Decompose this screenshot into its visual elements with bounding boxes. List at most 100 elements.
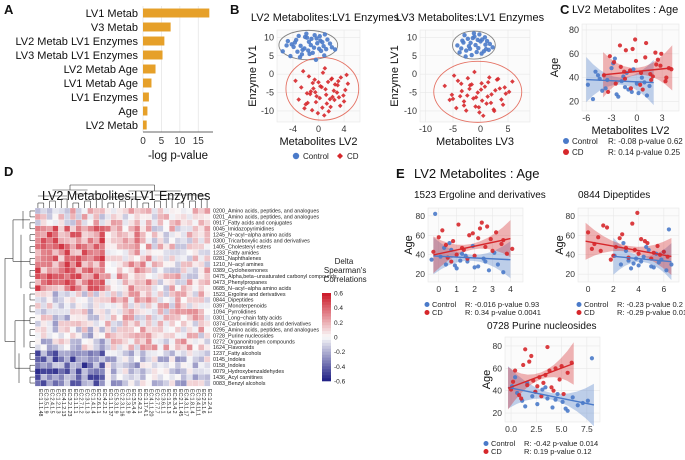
control-point <box>636 91 641 96</box>
heatmap-cell <box>75 320 82 327</box>
heatmap-cell <box>198 279 205 286</box>
colorbar: Delta Spearman's Correlations 0.6 0.4 0.2 0 -… <box>321 257 366 386</box>
cd-point <box>620 232 625 237</box>
heatmap-cell <box>198 213 205 221</box>
heatmap-cell <box>52 296 59 304</box>
heatmap-cell <box>52 255 59 262</box>
heatmap-cell <box>139 243 147 250</box>
heatmap-cell <box>198 237 205 244</box>
heatmap-cell <box>110 320 117 327</box>
heatmap-cell <box>174 350 182 357</box>
heatmap-cell <box>99 225 106 233</box>
heatmap-cell <box>198 296 205 304</box>
heatmap-cell <box>64 356 71 363</box>
y-tick-label: 80 <box>569 25 579 35</box>
heatmap-cell <box>58 273 65 280</box>
heatmap-cell <box>34 338 42 345</box>
heatmap-cell <box>116 296 123 304</box>
heatmap-cell <box>151 285 158 292</box>
colorbar-segment <box>322 325 331 329</box>
chart-title: 0844 Dipeptides <box>578 190 650 201</box>
heatmap-cell <box>110 326 117 333</box>
heatmap-cell <box>128 279 135 286</box>
y-tick-label: 80 <box>416 211 426 221</box>
cd-point <box>457 93 463 99</box>
heatmap-cell <box>198 368 205 375</box>
category-label: V3 Metab <box>91 22 138 34</box>
heatmap-cell <box>34 362 42 369</box>
colorbar-segment <box>322 345 331 350</box>
stat-text: R: -0.016 p-value 0.93 <box>465 300 539 309</box>
heatmap-cell <box>34 320 42 327</box>
control-point <box>618 262 624 267</box>
control-point <box>475 37 480 43</box>
heatmap-cell <box>99 249 106 256</box>
heatmap-cell <box>87 231 94 238</box>
heatmap-cell <box>104 237 112 244</box>
heatmap-cell <box>104 213 112 221</box>
heatmap-cell <box>163 261 170 268</box>
heatmap-cell <box>192 237 199 244</box>
heatmap-cell <box>99 350 106 357</box>
heatmap-cell <box>104 255 112 262</box>
heatmap-cell <box>192 255 199 262</box>
control-point <box>575 403 580 408</box>
cd-point <box>503 91 509 96</box>
heatmap-cell <box>139 368 147 375</box>
heatmap-cell <box>157 237 164 244</box>
heatmap-cell <box>180 356 187 363</box>
heatmap-cell <box>139 267 147 274</box>
heatmap-cell <box>64 362 71 369</box>
legend-control-marker <box>292 152 300 160</box>
cd-point <box>633 37 638 42</box>
heatmap-cell <box>58 261 65 268</box>
heatmap-cell <box>75 308 82 316</box>
cd-point <box>300 68 306 74</box>
heatmap-cell <box>198 362 205 369</box>
heatmap-cell <box>139 279 147 286</box>
heatmap-cell <box>145 332 152 339</box>
legend-control-label: Control <box>432 300 457 309</box>
heatmap-cell <box>151 219 158 227</box>
heatmap-cell <box>151 308 158 316</box>
heatmap-cell <box>145 249 152 256</box>
y-tick-label: 60 <box>566 230 576 240</box>
control-point <box>285 38 291 44</box>
heatmap-cell <box>81 350 88 357</box>
heatmap-cell <box>93 279 100 286</box>
y-tick-label: 60 <box>493 363 503 373</box>
heatmap-cell <box>69 213 77 221</box>
cd-point <box>565 370 570 375</box>
heatmap-cell <box>40 356 47 363</box>
heatmap-cell <box>116 207 123 215</box>
colorbar-segment <box>322 301 331 306</box>
heatmap-cell <box>93 379 100 387</box>
heatmap-cell <box>174 219 182 227</box>
row-label: 0728_Purine nucleosides <box>213 333 274 339</box>
cd-point <box>643 55 648 60</box>
heatmap-cell <box>110 279 117 286</box>
heatmap-cell <box>69 237 77 244</box>
heatmap-cell <box>69 362 77 369</box>
heatmap-cell <box>122 302 129 310</box>
colorbar-segment <box>322 316 331 320</box>
heatmap-cell <box>40 314 47 322</box>
heatmap-cell <box>93 249 100 256</box>
control-point <box>459 251 465 256</box>
heatmap-cell <box>40 219 47 227</box>
heatmap-cell <box>81 273 88 280</box>
heatmap-cell <box>139 379 147 387</box>
cd-point <box>440 228 445 233</box>
heatmap-cell <box>169 314 176 322</box>
heatmap-cell <box>145 374 152 381</box>
heatmap-cell <box>46 308 53 316</box>
heatmap-cell <box>116 302 123 310</box>
colorbar-tick-label: -0.2 <box>334 349 346 356</box>
heatmap-cell <box>157 273 164 280</box>
control-point <box>429 257 434 262</box>
heatmap-cell <box>163 255 170 262</box>
heatmap-cell <box>186 374 193 381</box>
heatmap-cell <box>122 225 129 233</box>
heatmap-cell <box>122 338 129 345</box>
cd-point <box>431 249 436 254</box>
